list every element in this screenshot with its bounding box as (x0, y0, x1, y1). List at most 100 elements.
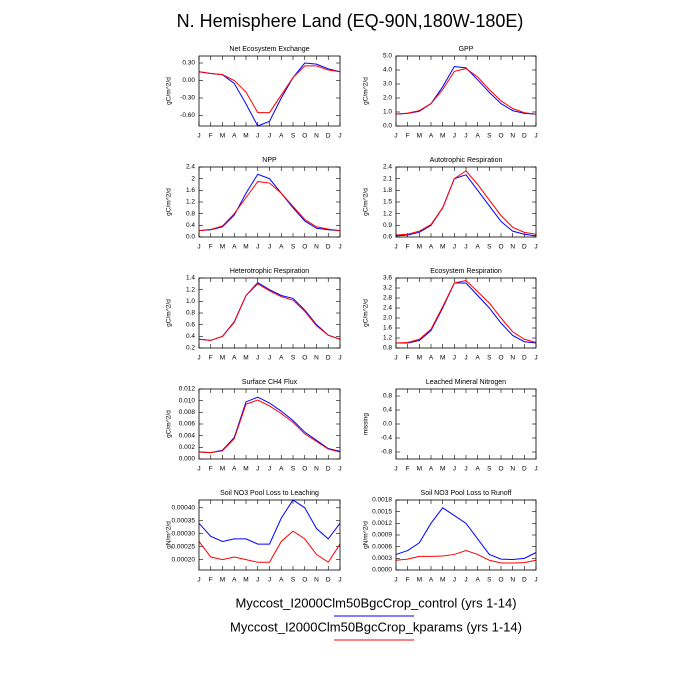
x-tick-label: O (498, 466, 503, 473)
x-tick-label: A (429, 577, 434, 584)
x-tick-label: D (522, 577, 527, 584)
x-tick-label: O (498, 244, 503, 251)
x-tick-label: A (232, 577, 237, 584)
panel-title: Surface CH4 Flux (242, 379, 298, 386)
x-tick-label: D (522, 133, 527, 140)
x-tick-label: M (417, 244, 422, 251)
x-tick-label: O (498, 133, 503, 140)
data-line (198, 283, 341, 341)
y-tick-label: 0.8 (186, 310, 195, 317)
y-tick-label: 0.4 (186, 333, 195, 340)
x-tick-label: M (220, 355, 225, 362)
y-tick-label: 1.2 (383, 210, 392, 217)
y-tick-label: 0.8 (186, 210, 195, 217)
y-tick-label: 1.2 (186, 199, 195, 206)
plot-frame (198, 388, 341, 460)
x-tick-label: J (394, 133, 397, 140)
plot-frame (198, 55, 341, 127)
y-tick-label: 2.0 (383, 315, 392, 322)
x-tick-label: F (406, 133, 410, 140)
x-tick-label: M (417, 133, 422, 140)
y-tick-label: 0.010 (179, 397, 196, 404)
y-tick-label: 0.0018 (372, 497, 392, 504)
x-tick-label: N (510, 133, 515, 140)
y-axis-label: gN/m^2/d (166, 521, 173, 549)
plot-frame (395, 388, 537, 460)
x-tick-label: J (338, 355, 341, 362)
x-tick-label: N (314, 133, 319, 140)
plot-frame (198, 499, 341, 571)
x-tick-label: J (453, 466, 456, 473)
x-tick-label: J (197, 244, 200, 251)
x-tick-label: O (302, 355, 307, 362)
x-tick-label: J (268, 577, 271, 584)
x-tick-label: O (302, 577, 307, 584)
data-line (198, 530, 341, 563)
x-tick-label: O (302, 466, 307, 473)
y-tick-label: 0.8 (383, 393, 392, 400)
legend-label: Myccost_I2000Clm50BgcCrop_kparams (yrs 1… (230, 619, 522, 634)
data-line (395, 550, 537, 564)
y-tick-label: 1.6 (383, 325, 392, 332)
data-line (198, 173, 341, 232)
x-tick-label: J (268, 244, 271, 251)
x-tick-label: J (197, 577, 200, 584)
x-tick-label: S (487, 244, 492, 251)
plot-frame (198, 277, 341, 349)
x-tick-label: J (338, 466, 341, 473)
x-tick-label: J (394, 244, 397, 251)
x-tick-label: O (498, 355, 503, 362)
data-line (198, 65, 341, 114)
x-tick-label: F (209, 466, 213, 473)
y-tick-label: 0.0 (186, 234, 195, 241)
y-tick-label: 0.000 (179, 456, 196, 463)
x-tick-label: M (220, 244, 225, 251)
data-line (395, 65, 537, 115)
x-tick-label: J (534, 244, 537, 251)
x-tick-label: J (256, 577, 259, 584)
x-tick-label: M (243, 133, 248, 140)
x-tick-label: N (510, 244, 515, 251)
x-tick-label: J (534, 355, 537, 362)
data-line (198, 181, 341, 232)
y-tick-label: 2.0 (383, 95, 392, 102)
x-tick-label: M (220, 466, 225, 473)
y-tick-label: 0.012 (179, 386, 196, 393)
plot-frame (395, 499, 537, 571)
y-tick-label: 0.0 (383, 123, 392, 130)
y-tick-label: 2.1 (383, 175, 392, 182)
x-tick-label: A (429, 355, 434, 362)
plot-frame (395, 55, 537, 127)
x-tick-label: D (522, 355, 527, 362)
y-axis-label: gC/m^2/d (363, 77, 370, 105)
y-tick-label: 0.4 (186, 222, 195, 229)
y-tick-label: 3.2 (383, 285, 392, 292)
x-tick-label: M (243, 466, 248, 473)
y-axis-label: gC/m^2/d (166, 410, 173, 438)
panel-title: Net Ecosystem Exchange (229, 46, 309, 53)
y-axis-label: gC/m^2/d (166, 188, 173, 216)
x-tick-label: M (417, 355, 422, 362)
x-tick-label: A (232, 244, 237, 251)
x-tick-label: F (209, 577, 213, 584)
x-tick-label: A (475, 466, 480, 473)
x-tick-label: A (232, 133, 237, 140)
x-tick-label: J (453, 577, 456, 584)
y-tick-label: 0.0006 (372, 543, 392, 550)
x-tick-label: J (453, 133, 456, 140)
x-tick-label: F (406, 577, 410, 584)
x-tick-label: J (464, 355, 467, 362)
y-tick-label: 0.0 (383, 421, 392, 428)
x-tick-label: M (243, 355, 248, 362)
x-tick-label: S (487, 355, 492, 362)
y-tick-label: 0.0012 (372, 520, 392, 527)
x-tick-label: N (314, 244, 319, 251)
data-line (395, 170, 537, 236)
x-tick-label: A (429, 466, 434, 473)
x-tick-label: D (326, 466, 331, 473)
x-tick-label: A (429, 133, 434, 140)
x-tick-label: A (429, 244, 434, 251)
y-tick-label: 0.00 (182, 77, 195, 84)
